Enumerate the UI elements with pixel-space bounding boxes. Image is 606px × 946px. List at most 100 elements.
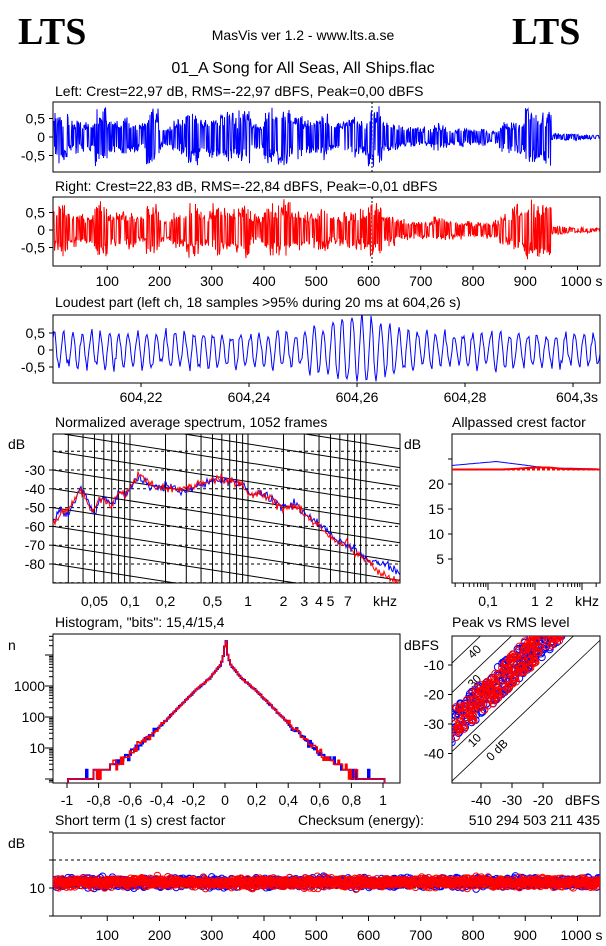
crest-point-right <box>596 875 600 883</box>
crest-xtick-label: 600 <box>357 927 381 943</box>
time-xtick-label: 200 <box>148 273 172 289</box>
peak-rms-point-right <box>555 636 564 645</box>
peak-rms-point-right <box>505 655 514 664</box>
crest-xtick-label: 700 <box>409 927 433 943</box>
peak-rms-point-right <box>501 682 510 691</box>
left-waveform-trace <box>53 106 600 167</box>
histogram-frame <box>52 633 401 784</box>
allpassed-ytick-label: 20 <box>428 476 444 492</box>
crest-diagonal-line <box>452 639 600 782</box>
peak-rms-point-right <box>506 657 515 666</box>
loudest-xtick-label: 604,3s <box>556 389 598 405</box>
spectrum-pink-noise-line <box>53 469 400 525</box>
short-term-crest-title: Short term (1 s) crest factor <box>55 812 226 828</box>
peak-rms-point-right <box>515 642 524 651</box>
allpassed-frame <box>451 433 601 584</box>
time-xtick-label: 300 <box>200 273 224 289</box>
peak-rms-point-right <box>454 712 463 721</box>
spectrum-pink-noise-line <box>301 434 400 450</box>
peak-rms-point-right <box>492 688 501 697</box>
peak-rms-point-right <box>506 652 515 661</box>
spectrum-ytick-label: -60 <box>25 518 45 534</box>
peak-rms-point-right <box>509 664 518 673</box>
spectrum-xtick-label: 7 <box>344 593 352 609</box>
loudest-ytick-label: 0 <box>37 342 45 358</box>
peak-rms-point-right <box>533 644 542 653</box>
spectrum-ytick-label: -40 <box>25 481 45 497</box>
spectrum-xtick-label: 1 <box>244 593 252 609</box>
peak-rms-ytick-label: -20 <box>424 687 444 703</box>
peak-rms-point-right <box>523 639 532 648</box>
peak-rms-point-right <box>458 703 467 712</box>
histogram-xtick-label: 0,6 <box>310 792 330 808</box>
peak-rms-point-right <box>485 694 494 703</box>
right-waveform-trace <box>53 199 600 260</box>
peak-rms-point-right <box>542 636 549 638</box>
peak-rms-point-left <box>555 636 561 637</box>
histogram-xtick-label: 0 <box>221 792 229 808</box>
right-waveform-ytick-label: -0,5 <box>21 240 45 256</box>
histogram-xtick-label: 0,2 <box>247 792 267 808</box>
spectrum-xtick-label: 0,05 <box>81 593 108 609</box>
spectrum-title: Normalized average spectrum, 1052 frames <box>55 414 327 430</box>
histogram-ytick-label: 10 <box>29 740 45 756</box>
peak-rms-point-right <box>508 667 517 676</box>
spectrum-right-trace <box>53 471 400 583</box>
peak-rms-point-right <box>551 636 560 639</box>
checksum-label: Checksum (energy): <box>298 812 424 828</box>
peak-rms-point-right <box>523 642 532 651</box>
right-waveform-title: Right: Crest=22,83 dB, RMS=-22,84 dBFS, … <box>55 178 437 194</box>
allpassed-title: Allpassed crest factor <box>452 414 586 430</box>
loudest-xtick-label: 604,26 <box>336 389 379 405</box>
crest-ytick-label: 10 <box>29 880 45 896</box>
time-xtick-label: 600 <box>357 273 381 289</box>
crest-point-right <box>596 876 600 885</box>
lts-logo-left: LTS <box>18 11 86 53</box>
spectrum-pink-noise-line <box>53 507 400 563</box>
peak-rms-ylabel: dBFS <box>404 637 439 653</box>
crest-xtick-label: 500 <box>305 927 329 943</box>
histogram-xtick-label: -1 <box>61 792 74 808</box>
allpassed-ytick-label: 10 <box>428 526 444 542</box>
loudest-part-title: Loudest part (left ch, 18 samples >95% d… <box>55 294 461 310</box>
crest-xtick-label: 900 <box>514 927 538 943</box>
time-xtick-label: 1000 s <box>560 273 602 289</box>
peak-rms-point-right <box>468 696 477 705</box>
peak-rms-ytick-label: -30 <box>424 716 444 732</box>
peak-rms-xtick-label: -20 <box>533 792 553 808</box>
spectrum-xtick-label: 0,2 <box>156 593 176 609</box>
peak-rms-point-right <box>468 688 477 697</box>
peak-rms-point-right <box>540 636 546 637</box>
histogram-ylabel: n <box>8 637 16 653</box>
peak-rms-point-right <box>532 636 541 639</box>
histogram-xtick-label: 0,4 <box>278 792 298 808</box>
loudest-xtick-label: 604,28 <box>444 389 487 405</box>
spectrum-ytick-label: -80 <box>25 556 45 572</box>
peak-rms-point-right <box>452 732 461 741</box>
lts-logo-right: LTS <box>512 11 580 53</box>
peak-rms-point-left <box>551 636 558 638</box>
peak-rms-ytick-label: -40 <box>424 746 444 762</box>
peak-rms-point-right <box>517 668 526 677</box>
histogram-title: Histogram, "bits": 15,4/15,4 <box>55 614 225 630</box>
file-title: 01_A Song for All Seas, All Ships.flac <box>171 60 434 77</box>
histogram-xtick-label: -0,6 <box>118 792 142 808</box>
loudest-xtick-label: 604,24 <box>228 389 271 405</box>
time-xtick-label: 900 <box>514 273 538 289</box>
right-waveform-ytick-label: 0 <box>37 222 45 238</box>
peak-rms-point-left <box>534 636 540 638</box>
histogram-xtick-label: -0,4 <box>150 792 174 808</box>
allpassed-xtick-label: 1 <box>531 593 539 609</box>
crest-diagonal-line <box>452 636 544 723</box>
spectrum-pink-noise-line <box>53 544 300 583</box>
spectrum-xtick-label: 3 <box>300 593 308 609</box>
crest-line-label: 10 <box>465 730 485 750</box>
histogram-xtick-label: 0,8 <box>342 792 362 808</box>
spectrum-pink-noise-line <box>60 434 400 487</box>
spectrum-xtick-label: 0,5 <box>203 593 223 609</box>
spectrum-xtick-label: 4 <box>315 593 323 609</box>
spectrum-ytick-label: -30 <box>25 462 45 478</box>
loudest-ytick-label: -0,5 <box>21 359 45 375</box>
